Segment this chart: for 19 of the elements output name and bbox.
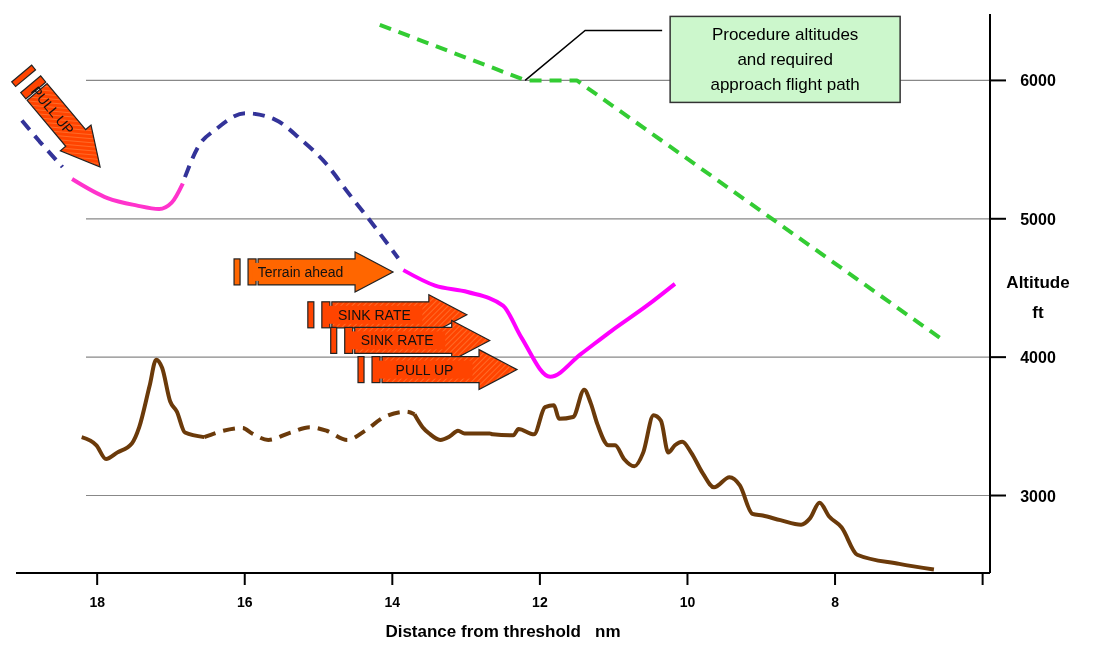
x-tick-label: 16 [236, 594, 253, 610]
y-tick-label: 6000 [1020, 72, 1056, 90]
annotation: SINK RATE [337, 306, 411, 323]
x-tick-label: 8 [831, 594, 840, 610]
annotation: PULL UP [395, 361, 454, 378]
annotation: Procedure altitudes and required approach flight path [710, 25, 860, 95]
y-tick-label: 4000 [1020, 349, 1056, 367]
x-tick-label: 12 [532, 594, 548, 610]
x-tick-label: 10 [679, 594, 696, 610]
x-axis-title: Distance from threshold nm [385, 622, 621, 641]
y-tick-label: 3000 [1020, 487, 1056, 505]
y-tick-label: 5000 [1020, 210, 1056, 228]
annotation: Terrain ahead [257, 263, 344, 280]
y-axis-title: Altitude ft [1006, 272, 1070, 322]
line-series [70, 176, 185, 211]
x-tick-label: 18 [89, 594, 106, 610]
line-series [182, 111, 401, 261]
x-tick-label: 14 [384, 594, 401, 610]
annotation: SINK RATE [360, 332, 434, 349]
